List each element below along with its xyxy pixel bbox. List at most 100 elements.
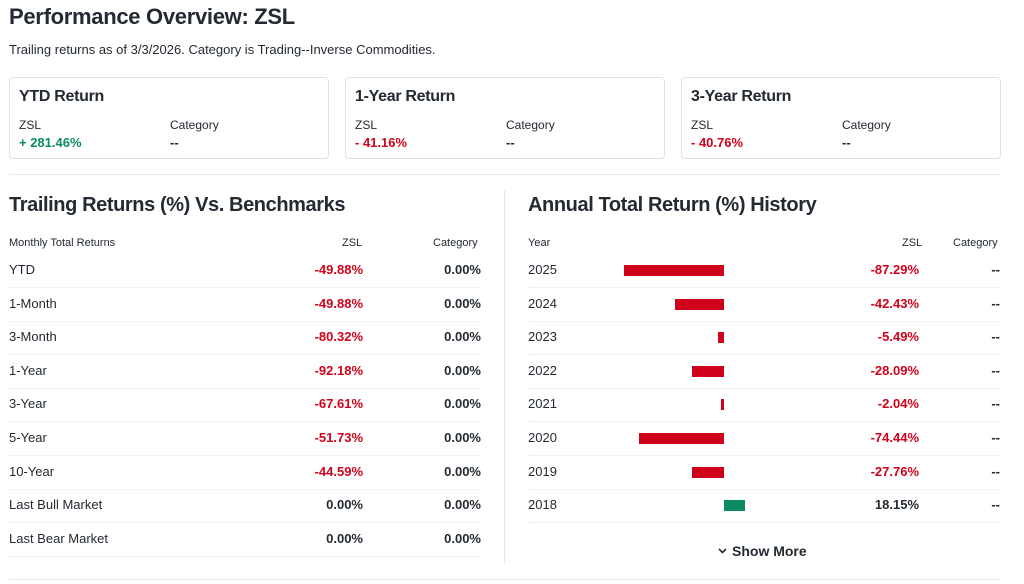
row-year: 2025 <box>528 262 557 277</box>
column-divider <box>504 190 505 563</box>
trailing-header-name: Monthly Total Returns <box>9 237 116 249</box>
card-value-zsl: + 281.46% <box>19 135 82 150</box>
ytd-return-card: YTD Return ZSL + 281.46% Category -- <box>9 77 329 159</box>
return-bar <box>724 500 745 512</box>
section-divider <box>9 174 1001 175</box>
row-category-value: -- <box>991 497 1000 513</box>
card-label-zsl: ZSL <box>691 118 714 132</box>
row-zsl-value: 0.00% <box>326 497 363 513</box>
row-zsl-value: -5.49% <box>877 329 919 345</box>
row-category-value: -- <box>991 262 1000 277</box>
row-label: 10-Year <box>9 463 55 479</box>
row-category-value: 0.00% <box>444 329 481 345</box>
table-row: 3-Year -67.61% 0.00% <box>9 388 481 423</box>
trailing-header-category: Category <box>433 237 478 249</box>
row-zsl-value: 0.00% <box>326 530 363 546</box>
show-more-button[interactable]: Show More <box>718 543 807 559</box>
return-bar <box>638 433 724 444</box>
row-zsl-value: 18.15% <box>874 497 919 513</box>
card-label-zsl: ZSL <box>355 118 378 132</box>
row-label: Last Bull Market <box>9 497 103 513</box>
row-year: 2018 <box>528 497 557 513</box>
row-category-value: 0.00% <box>444 396 481 412</box>
table-row: 2021 -2.04% -- <box>528 388 1000 423</box>
row-zsl-value: -49.88% <box>314 262 363 277</box>
row-category-value: -- <box>991 329 1000 345</box>
trailing-header-zsl: ZSL <box>342 237 363 249</box>
table-row: 2019 -27.76% -- <box>528 456 1000 490</box>
card-title: 3-Year Return <box>691 88 792 105</box>
table-row: Last Bear Market 0.00% 0.00% <box>9 523 481 557</box>
row-category-value: -- <box>991 396 1000 412</box>
row-zsl-value: -44.59% <box>314 463 363 479</box>
row-category-value: -- <box>991 430 1000 445</box>
row-label: 3-Month <box>9 329 57 345</box>
return-bar <box>675 298 724 310</box>
table-row: 1-Year -92.18% 0.00% <box>9 355 481 389</box>
show-more-label: Show More <box>732 543 807 559</box>
page-subtitle: Trailing returns as of 3/3/2026. Categor… <box>9 42 436 57</box>
row-category-value: 0.00% <box>444 295 481 311</box>
return-bar <box>692 466 724 478</box>
row-zsl-value: -27.76% <box>870 463 919 479</box>
card-label-zsl: ZSL <box>19 118 42 132</box>
row-category-value: -- <box>991 362 1000 378</box>
row-category-value: 0.00% <box>444 463 481 479</box>
table-row: Last Bull Market 0.00% 0.00% <box>9 489 481 524</box>
table-row: YTD -49.88% 0.00% <box>9 254 481 288</box>
card-value-category: -- <box>842 135 851 150</box>
card-value-category: -- <box>170 135 179 150</box>
row-label: 1-Month <box>9 295 57 311</box>
chevron-down-icon <box>718 548 727 554</box>
row-zsl-value: -28.09% <box>870 362 919 378</box>
card-label-category: Category <box>170 118 219 132</box>
table-row: 1-Month -49.88% 0.00% <box>9 288 481 322</box>
row-year: 2020 <box>528 430 557 445</box>
row-category-value: -- <box>991 463 1000 479</box>
row-zsl-value: -2.04% <box>877 396 919 412</box>
row-zsl-value: -51.73% <box>314 430 363 445</box>
table-row: 3-Month -80.32% 0.00% <box>9 321 481 356</box>
row-year: 2024 <box>528 295 557 311</box>
page-title: Performance Overview: ZSL <box>9 4 295 29</box>
bottom-divider <box>9 579 1001 580</box>
card-title: YTD Return <box>19 88 105 105</box>
three-year-return-card: 3-Year Return ZSL - 40.76% Category -- <box>681 77 1001 159</box>
table-row: 2018 18.15% -- <box>528 489 1000 524</box>
card-value-category: -- <box>506 135 515 150</box>
card-title: 1-Year Return <box>355 88 456 105</box>
row-category-value: 0.00% <box>444 530 481 546</box>
annual-header-category: Category <box>953 237 998 249</box>
annual-returns-title: Annual Total Return (%) History <box>528 194 817 216</box>
row-zsl-value: -67.61% <box>314 396 363 412</box>
return-bar <box>721 399 724 411</box>
return-bar <box>624 265 724 276</box>
row-zsl-value: -42.43% <box>870 295 919 311</box>
annual-header-zsl: ZSL <box>902 237 923 249</box>
return-bar <box>717 332 724 344</box>
table-row: 2020 -74.44% -- <box>528 422 1000 456</box>
row-year: 2019 <box>528 463 557 479</box>
table-row: 2023 -5.49% -- <box>528 321 1000 356</box>
row-zsl-value: -87.29% <box>870 262 919 277</box>
row-label: 3-Year <box>9 396 47 412</box>
card-value-zsl: - 40.76% <box>691 135 744 150</box>
row-label: Last Bear Market <box>9 530 108 546</box>
return-bar <box>691 365 724 377</box>
table-row: 2022 -28.09% -- <box>528 355 1000 389</box>
row-label: 1-Year <box>9 362 47 378</box>
row-zsl-value: -80.32% <box>314 329 363 345</box>
one-year-return-card: 1-Year Return ZSL - 41.16% Category -- <box>345 77 665 159</box>
card-label-category: Category <box>506 118 555 132</box>
table-row: 10-Year -44.59% 0.00% <box>9 456 481 490</box>
row-category-value: 0.00% <box>444 262 481 277</box>
row-zsl-value: -49.88% <box>314 295 363 311</box>
row-year: 2022 <box>528 362 557 378</box>
trailing-returns-title: Trailing Returns (%) Vs. Benchmarks <box>9 194 346 216</box>
row-category-value: 0.00% <box>444 362 481 378</box>
row-label: YTD <box>9 262 35 277</box>
annual-header-year: Year <box>528 237 551 249</box>
return-cards: YTD Return ZSL + 281.46% Category -- 1-Y… <box>9 77 1001 159</box>
row-year: 2021 <box>528 396 557 412</box>
table-row: 2025 -87.29% -- <box>528 254 1000 288</box>
